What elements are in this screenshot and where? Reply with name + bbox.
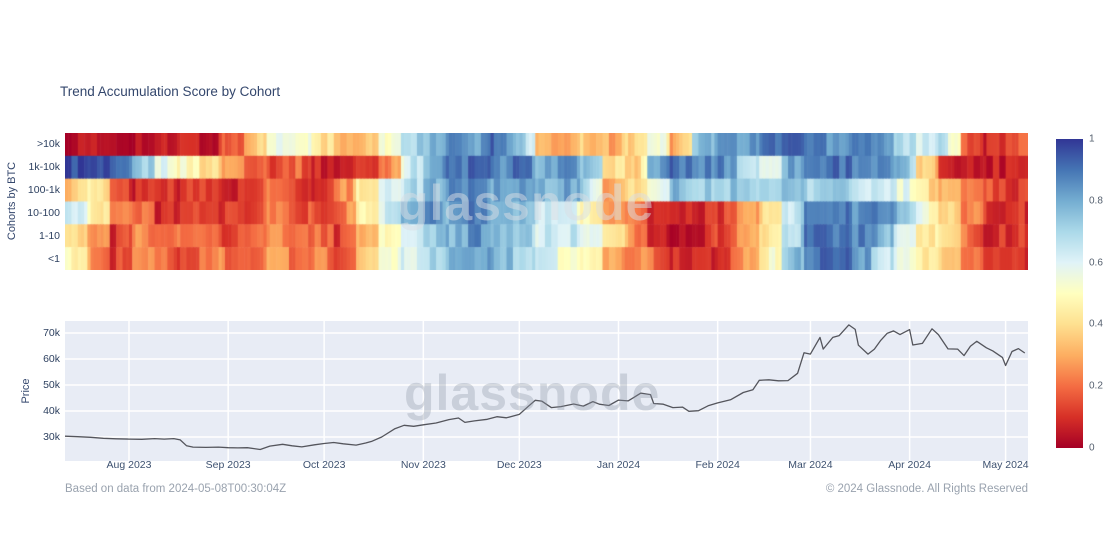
heatmap-row-label: 1-10 (38, 229, 60, 242)
month-tick-label: Nov 2023 (400, 459, 446, 471)
copyright-note: © 2024 Glassnode. All Rights Reserved (825, 483, 1028, 495)
month-tick-label: Feb 2024 (695, 459, 740, 471)
price-chart-plot-area (64, 321, 1028, 461)
heatmap-y-axis-title: Cohorts by BTC (6, 161, 18, 241)
heatmap-row-label: <1 (48, 252, 60, 265)
month-tick-label: Aug 2023 (106, 459, 152, 471)
month-tick-label: Oct 2023 (302, 459, 346, 471)
price-ytick-label: 40k (43, 405, 60, 417)
month-tick-label: Dec 2023 (496, 459, 542, 471)
trend-accumulation-heatmap (65, 133, 1028, 270)
colorbar-tick-label: 0 (1089, 442, 1095, 454)
heatmap-row-label: >10k (36, 138, 60, 151)
price-ytick-label: 70k (43, 327, 60, 339)
btc-price-line (64, 324, 1026, 451)
month-tick-label: Sep 2023 (205, 459, 251, 471)
colorbar-tick-label: 1 (1089, 133, 1095, 145)
colorbar-tick-label: 0.2 (1089, 380, 1103, 392)
price-ytick-label: 30k (43, 431, 60, 443)
heatmap-row-label: 10-100 (27, 206, 60, 219)
month-tick-label: Apr 2024 (888, 459, 931, 471)
heatmap-row-label: 1k-10k (28, 161, 60, 174)
price-line-chart (64, 321, 1028, 461)
price-ytick-label: 60k (43, 353, 60, 365)
heatmap-row-label: 100-1k (27, 184, 60, 197)
month-tick-label: Jan 2024 (596, 459, 641, 471)
page-title: Trend Accumulation Score by Cohort (60, 84, 281, 99)
data-timestamp-note: Based on data from 2024-05-08T00:30:04Z (65, 483, 287, 495)
colorbar-tick-label: 0.4 (1089, 318, 1103, 330)
price-ytick-label: 50k (43, 379, 60, 391)
month-tick-label: Mar 2024 (788, 459, 833, 471)
colorbar-tick-label: 0.8 (1089, 195, 1103, 207)
month-tick-label: May 2024 (982, 459, 1029, 471)
colorbar-tick-label: 0.6 (1089, 257, 1103, 269)
score-colorbar (1056, 139, 1083, 448)
